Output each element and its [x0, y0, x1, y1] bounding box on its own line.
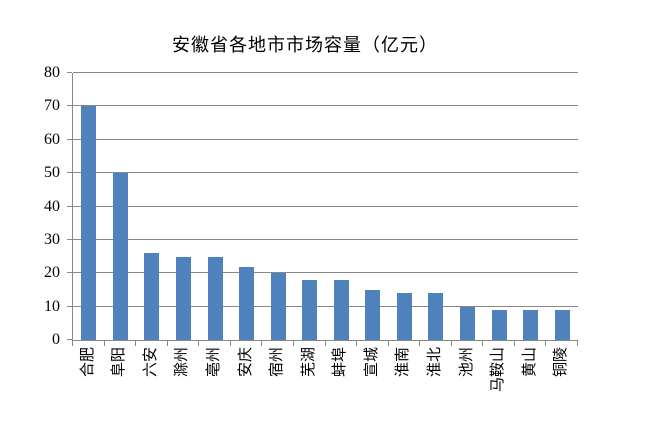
- chart-title: 安徽省各地市市场容量（亿元）: [172, 35, 438, 55]
- x-axis-label: 淮北: [426, 347, 443, 378]
- x-axis-tick: [450, 341, 452, 346]
- bar: [175, 257, 191, 340]
- y-axis-label: 0: [52, 331, 60, 348]
- x-axis-tick: [324, 341, 326, 346]
- x-axis-tick: [229, 341, 231, 346]
- x-axis-tick: [198, 341, 200, 346]
- bar: [523, 310, 539, 340]
- bar: [428, 293, 444, 340]
- gridline: [73, 172, 578, 174]
- y-axis-tick: [67, 172, 72, 174]
- y-axis-tick: [67, 205, 72, 207]
- x-axis-tick: [356, 341, 358, 346]
- y-axis-label: 20: [44, 264, 60, 282]
- y-axis-label: 50: [44, 164, 60, 182]
- gridline: [73, 272, 578, 274]
- y-axis-label: 70: [44, 97, 60, 115]
- y-axis-label: 60: [44, 130, 60, 148]
- x-axis-label: 六安: [142, 347, 159, 378]
- x-axis-tick: [261, 341, 263, 346]
- y-axis-label: 10: [44, 297, 60, 315]
- x-axis-label: 黄山: [521, 347, 538, 378]
- bar: [365, 290, 381, 340]
- x-axis-label: 马鞍山: [490, 347, 507, 393]
- bar: [144, 253, 160, 340]
- y-axis-tick: [67, 272, 72, 274]
- x-axis-tick: [545, 341, 547, 346]
- x-axis-label: 亳州: [206, 347, 223, 378]
- x-axis-label: 淮南: [395, 347, 412, 378]
- x-axis-tick: [513, 341, 515, 346]
- x-axis-label: 铜陵: [553, 347, 570, 378]
- x-axis-tick: [292, 341, 294, 346]
- y-axis-tick: [67, 339, 72, 340]
- gridline: [73, 305, 578, 307]
- y-axis-tick: [67, 305, 72, 307]
- bar: [460, 307, 476, 340]
- x-axis-label: 池州: [458, 347, 475, 378]
- x-axis-tick: [482, 341, 484, 346]
- x-axis-label: 合肥: [79, 347, 96, 378]
- bar: [112, 173, 128, 340]
- x-axis-label: 阜阳: [111, 347, 128, 378]
- x-axis-label: 芜湖: [300, 347, 317, 378]
- x-axis-tick: [103, 341, 105, 346]
- gridline: [73, 238, 578, 240]
- x-axis-label: 蚌埠: [332, 347, 349, 378]
- gridline: [73, 205, 578, 207]
- bar: [333, 280, 349, 340]
- bar: [81, 106, 97, 340]
- bar: [554, 310, 570, 340]
- x-axis-label: 滁州: [174, 347, 191, 378]
- bar: [270, 273, 286, 340]
- x-axis-label: 宣城: [363, 347, 380, 378]
- bar: [207, 257, 223, 340]
- x-axis-tick: [166, 341, 168, 346]
- bar: [302, 280, 318, 340]
- x-axis-tick: [387, 341, 389, 346]
- y-axis-label: 30: [44, 230, 60, 248]
- gridline: [73, 138, 578, 140]
- x-axis-label: 安庆: [237, 347, 254, 378]
- plot-area: [72, 72, 578, 341]
- x-axis-tick: [72, 341, 73, 346]
- x-axis-tick: [135, 341, 137, 346]
- y-axis-tick: [67, 138, 72, 140]
- x-axis-tick: [577, 341, 578, 346]
- y-axis-tick: [67, 72, 72, 73]
- y-axis-label: 40: [44, 197, 60, 215]
- x-axis-label: 宿州: [269, 347, 286, 378]
- gridline: [73, 105, 578, 107]
- bar: [491, 310, 507, 340]
- y-axis-tick: [67, 105, 72, 107]
- bar: [239, 267, 255, 340]
- x-axis-tick: [419, 341, 421, 346]
- gridline: [73, 72, 578, 73]
- y-axis-tick: [67, 238, 72, 240]
- y-axis-label: 80: [44, 64, 60, 81]
- bar: [396, 293, 412, 340]
